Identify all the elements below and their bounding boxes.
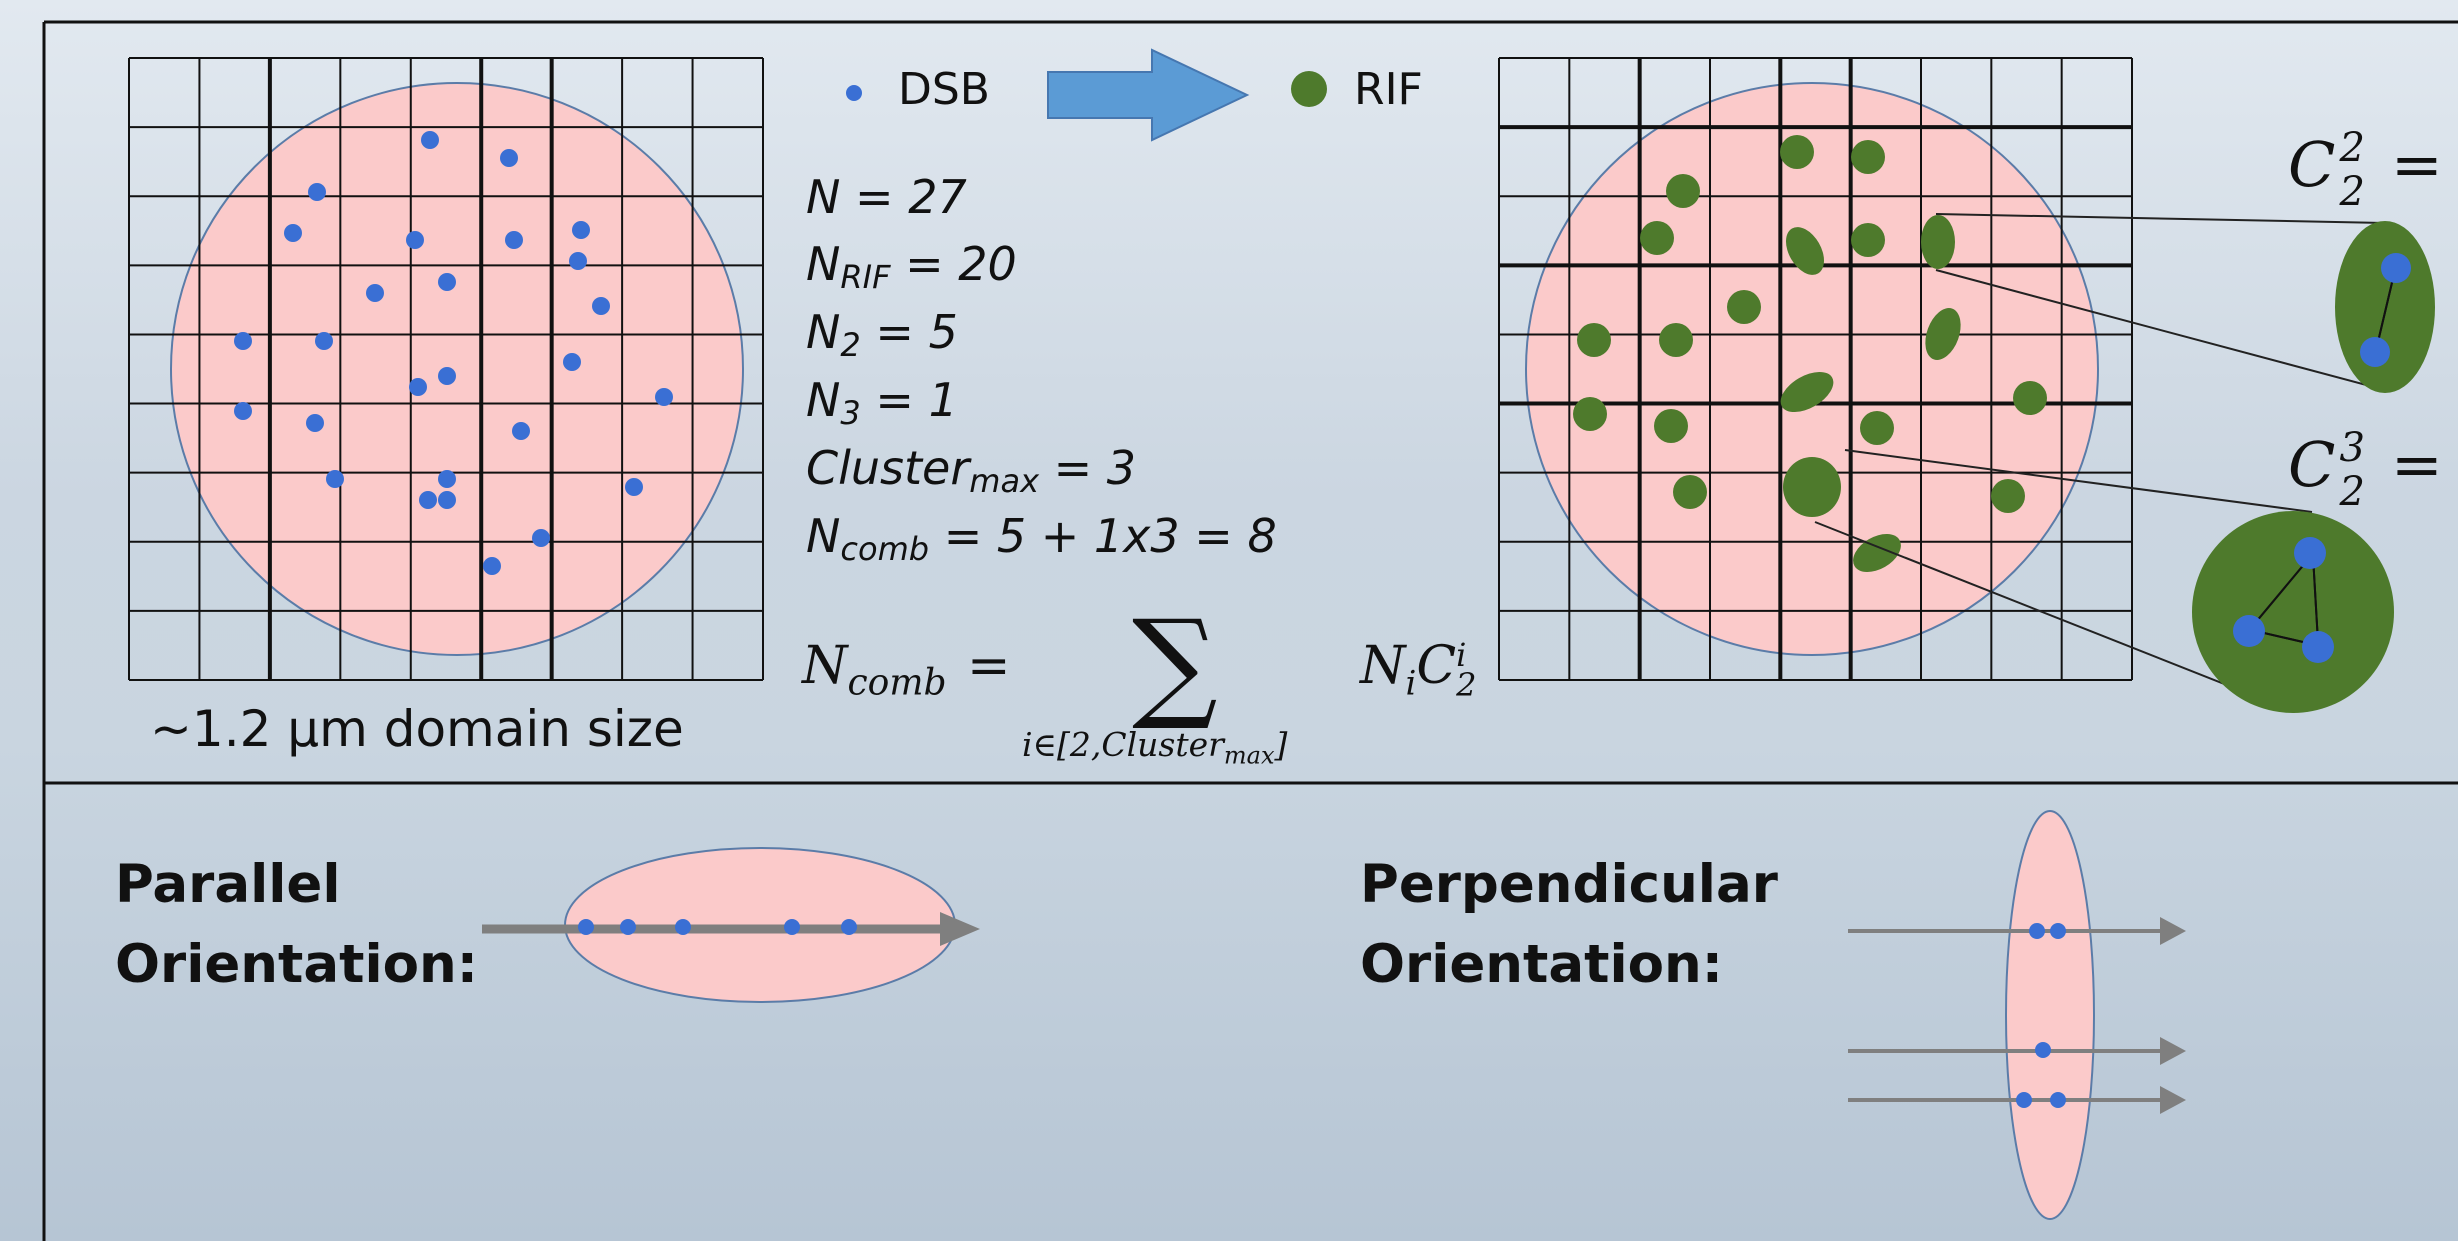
dsb-dot [438, 470, 456, 488]
rif-focus [1654, 409, 1688, 443]
dsb-dot [625, 478, 643, 496]
dsb-legend-label: DSB [898, 64, 990, 115]
dsb-to-rif-arrow [1047, 48, 1250, 142]
perpendicular-domain [2005, 810, 2095, 1220]
rif-focus [1673, 475, 1707, 509]
rif-legend-dot [1291, 71, 1327, 107]
dsb-dot [563, 353, 581, 371]
dsb-dot [532, 529, 550, 547]
perpendicular-dsb-dots [2016, 923, 2066, 1108]
dsb-dots [234, 131, 673, 575]
dsb-domain-circle [170, 82, 744, 656]
rif-focus [1851, 140, 1885, 174]
triplet-combination-formula: C 3 2 = [2288, 425, 2443, 515]
rif-legend-label: RIF [1354, 64, 1423, 115]
rif-focus [1727, 290, 1761, 324]
dsb-dot [438, 491, 456, 509]
rif-focus [1780, 135, 1814, 169]
triplet-inset [2192, 511, 2394, 713]
dsb-dot [234, 402, 252, 420]
rif-focus [1666, 174, 1700, 208]
stat-nrif: NRIF = 20 [806, 237, 1017, 296]
stat-n3: N3 = 1 [806, 373, 958, 432]
perpendicular-tracks [1848, 929, 2165, 1102]
rif-focus [1786, 227, 1824, 275]
parallel-dsb-dots [578, 919, 857, 935]
dsb-dot [438, 273, 456, 291]
formula-term: NiC i 2 [1360, 635, 1477, 704]
pair-combination-formula: C 2 2 = [2288, 125, 2443, 215]
dsb-dot [306, 414, 324, 432]
perpendicular-track-arrowheads [2160, 917, 2186, 1114]
rif-focus [1783, 457, 1841, 517]
stat-cluster-max: Clustermax = 3 [806, 441, 1137, 500]
legend [846, 48, 1327, 142]
pair-inset [2335, 221, 2435, 393]
rif-focus [1573, 397, 1607, 431]
domain-size-label: ~1.2 µm domain size [150, 700, 684, 758]
perpendicular-orientation-diagram [1848, 810, 2186, 1220]
sum-symbol: ∑ [1132, 595, 1218, 734]
rif-focus [1851, 223, 1885, 257]
dsb-dot [572, 221, 590, 239]
dsb-dot [326, 470, 344, 488]
dsb-dot [569, 252, 587, 270]
panel-frame [42, 20, 2458, 1241]
dsb-dot [483, 557, 501, 575]
dsb-dot [366, 284, 384, 302]
dsb-dot [284, 224, 302, 242]
parallel-orientation-label: Parallel Orientation: [115, 854, 478, 995]
stat-n: N = 27 [806, 170, 967, 224]
zoom-connectors [1814, 213, 2386, 713]
rif-domain-panel [1498, 57, 2386, 713]
dsb-dot [409, 378, 427, 396]
rif-focus [1853, 534, 1901, 572]
rif-focus [1577, 323, 1611, 357]
rif-focus [1860, 411, 1894, 445]
rif-focus [2013, 381, 2047, 415]
perpendicular-orientation-label: Perpendicular Orientation: [1360, 854, 1778, 995]
dsb-dot [592, 297, 610, 315]
rif-focus [1659, 323, 1693, 357]
dsb-dot [505, 231, 523, 249]
dsb-dot [438, 367, 456, 385]
dsb-legend-dot [846, 85, 862, 101]
rif-focus [1991, 479, 2025, 513]
dsb-dot [308, 183, 326, 201]
formula-equals: = [967, 636, 1011, 696]
dsb-dot [421, 131, 439, 149]
rif-focus [1640, 221, 1674, 255]
rif-foci [1573, 135, 2047, 572]
dsb-dot [234, 332, 252, 350]
dsb-dot [406, 231, 424, 249]
parallel-track-arrowhead [940, 912, 980, 946]
parallel-orientation-diagram [482, 847, 980, 1003]
dsb-dot [512, 422, 530, 440]
stat-ncomb: Ncomb = 5 + 1x3 = 8 [806, 509, 1277, 568]
rif-focus [1780, 371, 1834, 413]
dsb-domain-panel [128, 57, 764, 681]
formula-lhs: Ncomb [802, 636, 947, 704]
stat-n2: N2 = 5 [806, 305, 958, 364]
rif-focus [1921, 215, 1955, 269]
dsb-dot [655, 388, 673, 406]
sum-range: i∈[2,Clustermax] [1022, 725, 1288, 770]
rif-focus [1925, 308, 1961, 360]
dsb-dot [315, 332, 333, 350]
dsb-dot [419, 491, 437, 509]
dsb-grid [128, 57, 764, 681]
dsb-dot [500, 149, 518, 167]
rif-domain-circle [1525, 82, 2099, 656]
